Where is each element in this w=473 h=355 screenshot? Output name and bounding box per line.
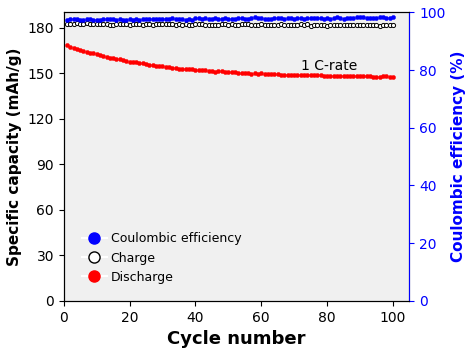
Y-axis label: Coulombic efficiency (%): Coulombic efficiency (%) — [451, 51, 466, 262]
Y-axis label: Specific capacity (mAh/g): Specific capacity (mAh/g) — [7, 48, 22, 266]
Legend: Coulombic efficiency, Charge, Discharge: Coulombic efficiency, Charge, Discharge — [77, 227, 246, 289]
X-axis label: Cycle number: Cycle number — [167, 330, 306, 348]
Text: 1 C-rate: 1 C-rate — [301, 59, 357, 72]
